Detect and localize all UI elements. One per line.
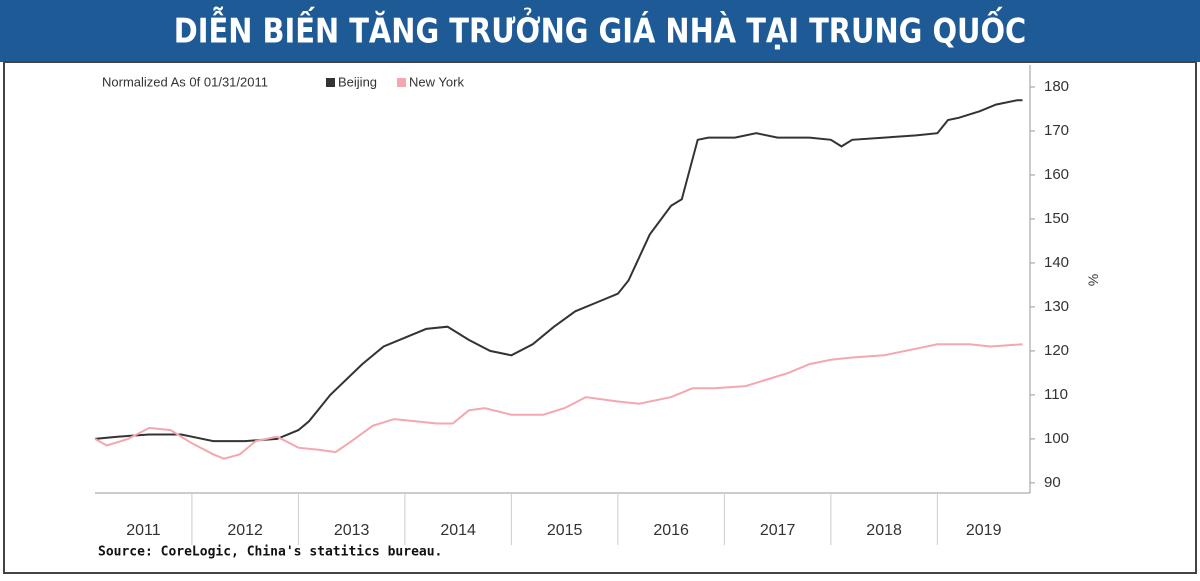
y-tick-label: 160 (1044, 166, 1069, 183)
chart-title: DIỄN BIẾN TĂNG TRƯỞNG GIÁ NHÀ TẠI TRUNG … (174, 5, 1027, 51)
x-tick-label: 2019 (966, 522, 1002, 539)
line-series (94, 99, 1023, 443)
legend-swatch (326, 78, 335, 87)
header-bar (0, 0, 1200, 62)
x-tick-label: 2017 (760, 522, 796, 539)
y-axis-label: % (1085, 274, 1101, 286)
line-series (94, 343, 1023, 460)
x-tick-label: 2013 (334, 522, 370, 539)
y-tick-label: 180 (1044, 78, 1069, 95)
y-tick-label: 110 (1044, 386, 1068, 403)
x-tick-label: 2012 (227, 522, 263, 539)
y-tick-label: 140 (1044, 254, 1069, 271)
legend-swatch (397, 78, 407, 87)
y-tick-label: 130 (1044, 298, 1069, 315)
y-tick-label: 150 (1044, 210, 1069, 227)
y-tick-label: 90 (1044, 474, 1061, 491)
legend-label: New York (409, 74, 464, 89)
frame (3, 61, 1197, 574)
y-tick-label: 100 (1044, 430, 1069, 447)
x-tick-label: 2016 (653, 522, 689, 539)
subtitle: Normalized As 0f 01/31/2011 (102, 74, 268, 89)
legend-label: Beijing (338, 74, 377, 89)
x-tick-label: 2018 (866, 522, 902, 539)
x-tick-label: 2014 (440, 522, 476, 539)
x-tick-label: 2011 (126, 522, 161, 539)
y-tick-label: 120 (1044, 342, 1069, 359)
y-tick-label: 170 (1044, 122, 1069, 139)
x-tick-label: 2015 (547, 522, 583, 539)
source: Source: CoreLogic, China's statitics bur… (98, 545, 442, 560)
